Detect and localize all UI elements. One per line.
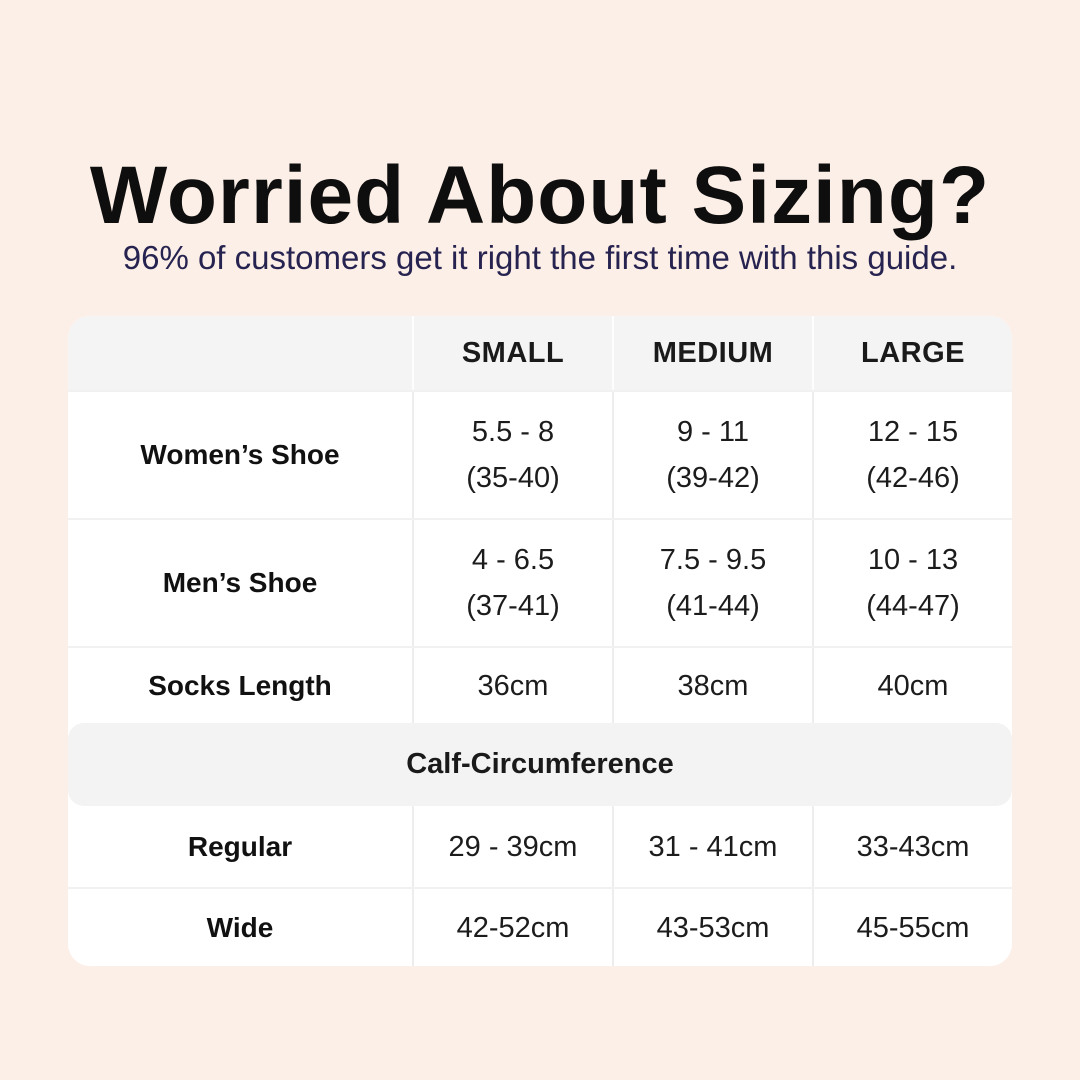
cell-value-line: 10 - 13 bbox=[867, 544, 959, 576]
cell-mens-large: 10 - 13 (44-47) bbox=[812, 520, 1012, 646]
cell-mens-medium: 7.5 - 9.5 (41-44) bbox=[612, 520, 812, 646]
section-banner-label: Calf-Circumference bbox=[406, 748, 674, 780]
page-title: Worried About Sizing? bbox=[89, 149, 991, 241]
column-header-small: SMALL bbox=[412, 316, 612, 390]
table-row-wide: Wide 42-52cm 43-53cm 45-55cm bbox=[68, 887, 1012, 966]
column-header-medium: MEDIUM bbox=[612, 316, 812, 390]
cell-socks-large: 40cm bbox=[812, 648, 1012, 723]
cell-value-line: (35-40) bbox=[466, 462, 560, 494]
row-label: Men’s Shoe bbox=[162, 567, 318, 598]
cell-value-line: (42-46) bbox=[866, 462, 960, 494]
table-row-socks-length: Socks Length 36cm 38cm 40cm bbox=[68, 646, 1012, 723]
table-row-mens-shoe: Men’s Shoe 4 - 6.5 (37-41) 7.5 - 9.5 (41… bbox=[68, 518, 1012, 646]
cell-womens-large: 12 - 15 (42-46) bbox=[812, 392, 1012, 518]
cell-value-line: 4 - 6.5 bbox=[471, 544, 555, 576]
cell-value-line: 9 - 11 bbox=[676, 416, 749, 448]
cell-value-line: (44-47) bbox=[866, 590, 960, 622]
row-label: Wide bbox=[206, 911, 274, 943]
table-row-womens-shoe: Women’s Shoe 5.5 - 8 (35-40) 9 - 11 (39-… bbox=[68, 390, 1012, 518]
cell-socks-small: 36cm bbox=[412, 648, 612, 723]
cell-value-line: 7.5 - 9.5 bbox=[659, 544, 767, 576]
cell-value-line: (39-42) bbox=[666, 462, 760, 494]
cell-womens-medium: 9 - 11 (39-42) bbox=[612, 392, 812, 518]
cell-wide-small: 42-52cm bbox=[412, 889, 612, 966]
cell-wide-large: 45-55cm bbox=[812, 889, 1012, 966]
table-row-regular: Regular 29 - 39cm 31 - 41cm 33-43cm bbox=[68, 806, 1012, 887]
cell-mens-small: 4 - 6.5 (37-41) bbox=[412, 520, 612, 646]
size-guide-table-card: SMALL MEDIUM LARGE Women’s Shoe 5.5 - 8 … bbox=[68, 316, 1012, 966]
cell-regular-medium: 31 - 41cm bbox=[612, 806, 812, 887]
cell-value-line: 12 - 15 bbox=[867, 416, 959, 448]
cell-wide-medium: 43-53cm bbox=[612, 889, 812, 966]
cell-regular-large: 33-43cm bbox=[812, 806, 1012, 887]
cell-value-line: (41-44) bbox=[666, 590, 760, 622]
cell-value-line: 5.5 - 8 bbox=[471, 416, 555, 448]
row-label: Women’s Shoe bbox=[140, 439, 340, 470]
column-header-large: LARGE bbox=[812, 316, 1012, 390]
cell-socks-medium: 38cm bbox=[612, 648, 812, 723]
cell-regular-small: 29 - 39cm bbox=[412, 806, 612, 887]
table-header-row: SMALL MEDIUM LARGE bbox=[68, 316, 1012, 390]
page-subtitle: 96% of customers get it right the first … bbox=[122, 239, 958, 276]
cell-womens-small: 5.5 - 8 (35-40) bbox=[412, 392, 612, 518]
column-header-blank bbox=[68, 316, 412, 390]
cell-value-line: (37-41) bbox=[466, 590, 560, 622]
row-label: Socks Length bbox=[148, 669, 332, 701]
row-label: Regular bbox=[187, 830, 293, 862]
section-banner-calf-circumference: Calf-Circumference bbox=[68, 723, 1012, 806]
